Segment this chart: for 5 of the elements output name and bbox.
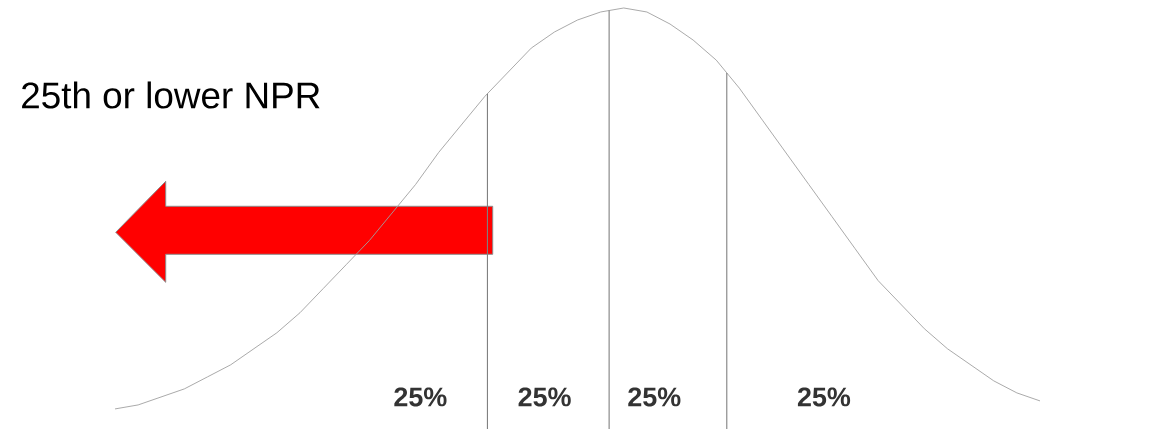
annotation: 25th or lower NPR <box>22 81 320 109</box>
annotation: 25% <box>394 387 447 407</box>
annotation: 25% <box>797 387 851 407</box>
annotation: 25% <box>628 387 681 407</box>
annotation: 25% <box>518 387 571 407</box>
